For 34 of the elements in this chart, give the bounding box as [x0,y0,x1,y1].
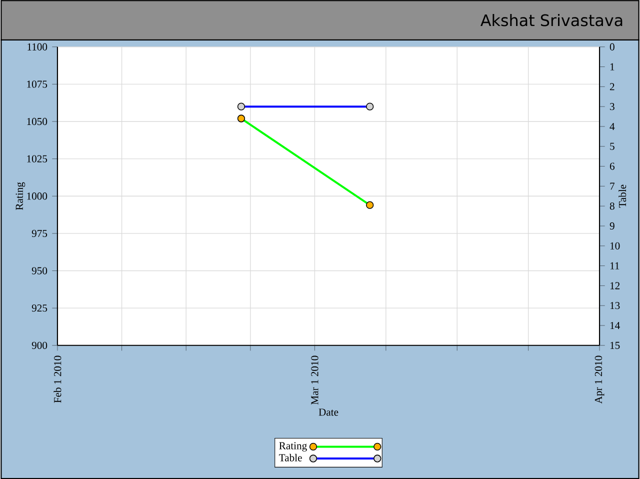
y2-tick-label: 4 [610,122,615,130]
y-tick-label: 1100 [28,43,48,50]
legend-label: Table [279,454,302,462]
y2-tick-label: 9 [610,222,614,230]
y-tick-label: 950 [32,267,48,274]
y2-tick-label: 3 [610,102,614,110]
y2-tick-label: 7 [610,182,615,190]
x-tick-label: Feb 1 2010 [54,356,62,403]
y2-tick-label: 8 [610,202,614,210]
y2-tick-label: 0 [610,43,614,50]
y2-tick-label: 6 [610,162,615,170]
y-tick-label: 975 [32,230,48,237]
y-tick-label: 1075 [27,80,48,88]
x-tick-label: Mar 1 2010 [311,356,318,404]
y2-tick-label: 1 [610,63,614,70]
y-tick-label: 1050 [27,118,48,125]
y-axis-title: Rating [16,182,26,210]
y2-tick-label: 2 [610,83,614,90]
y2-tick-label: 11 [610,262,620,270]
y2-tick-label: 10 [610,242,620,250]
y2-tick-label: 14 [610,322,620,329]
legend-label: Rating [279,442,307,452]
y2-tick-label: 12 [610,282,620,290]
y-tick-label: 1000 [27,192,48,200]
x-axis-title: Date [318,408,338,416]
y-tick-label: 925 [32,304,48,312]
y-tick-label: 900 [32,342,48,349]
y2-tick-label: 15 [610,342,620,349]
y-tick-label: 1025 [27,155,48,162]
y2-tick-label: 13 [610,302,620,310]
chart-title: Akshat Srivastava [480,14,622,26]
x-tick-label: Apr 1 2010 [594,356,604,404]
y2-axis-title: Table [618,184,626,208]
y2-tick-label: 5 [610,142,614,150]
